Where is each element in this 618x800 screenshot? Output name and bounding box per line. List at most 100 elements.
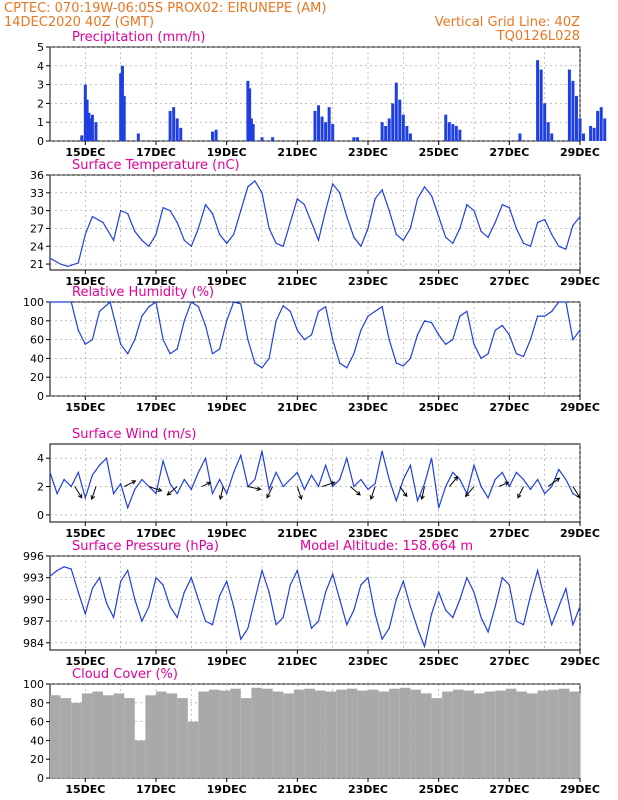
wind-point xyxy=(296,471,298,473)
humidity-point xyxy=(558,301,560,303)
temperature-point xyxy=(49,257,51,259)
humidity-point xyxy=(211,353,214,355)
precip-bar xyxy=(582,133,586,141)
wind-series-line xyxy=(49,450,581,510)
humidity-ytick-label: 60 xyxy=(30,334,44,347)
humidity-ytick-label: 40 xyxy=(30,352,44,365)
humidity-point xyxy=(77,329,79,331)
humidity-point xyxy=(508,334,510,336)
pressure-point xyxy=(155,577,157,579)
wind-point xyxy=(63,478,65,481)
wind-point xyxy=(155,493,157,495)
temperature-point xyxy=(289,221,291,224)
cloud-xtick-label: 15DEC xyxy=(65,783,105,796)
wind-point xyxy=(487,497,489,499)
pressure-xtick-label: 17DEC xyxy=(136,655,176,668)
pressure-series-line xyxy=(49,566,581,649)
wind-point xyxy=(219,478,221,481)
cloud-area-bar xyxy=(283,693,294,778)
precip-title: Precipitation (mm/h) xyxy=(72,30,205,45)
temperature-point xyxy=(247,186,249,188)
pressure-ytick-label: 984 xyxy=(23,637,44,650)
humidity-point xyxy=(325,306,327,308)
cloud-area-bar xyxy=(71,702,82,778)
precip-bar xyxy=(248,88,252,141)
pressure-point xyxy=(240,638,242,640)
wind-arrow-shaft xyxy=(350,486,361,496)
pressure-point xyxy=(473,591,475,593)
wind-xtick-label: 23DEC xyxy=(348,527,388,540)
wind-point xyxy=(303,488,305,490)
humidity-point xyxy=(204,324,207,327)
wind-arrow-shaft xyxy=(465,486,475,497)
precip-bar xyxy=(599,107,603,141)
pressure-point xyxy=(49,575,51,577)
humidity-point xyxy=(438,334,440,336)
precip-bar xyxy=(451,124,455,141)
temperature-point xyxy=(529,245,532,247)
temperature-point xyxy=(339,192,341,194)
humidity-ytick-label: 20 xyxy=(30,371,44,384)
wind-xtick-label: 19DEC xyxy=(207,527,247,540)
wind-point xyxy=(416,500,419,502)
temperature-xtick-label: 27DEC xyxy=(489,275,529,288)
temperature-xtick-label: 17DEC xyxy=(136,275,176,288)
precip-bar xyxy=(408,133,412,141)
wind-point xyxy=(98,464,101,466)
wind-point xyxy=(452,471,454,473)
cloud-area-bar xyxy=(431,698,443,778)
humidity-point xyxy=(254,362,256,364)
temperature-point xyxy=(537,221,539,224)
cloud-area-bar xyxy=(113,693,125,778)
temperature-point xyxy=(134,230,136,233)
pressure-point xyxy=(310,627,313,629)
pressure-annotation: Model Altitude: 158.664 m xyxy=(300,539,473,554)
precip-bar xyxy=(331,124,335,141)
precip-bar xyxy=(550,133,554,141)
pressure-point xyxy=(353,609,355,611)
humidity-point xyxy=(529,339,532,341)
cloud-area-bar xyxy=(537,690,549,778)
cloud-area-bar xyxy=(484,691,496,778)
pressure-point xyxy=(91,587,93,590)
wind-arrow-shaft xyxy=(572,486,581,499)
wind-arrow-shaft xyxy=(370,486,376,500)
humidity-point xyxy=(134,339,136,341)
temperature-point xyxy=(367,227,369,230)
pressure-point xyxy=(339,598,341,600)
pressure-point xyxy=(211,624,214,626)
cloud-area-bar xyxy=(50,695,61,778)
wind-arrow-head xyxy=(356,491,361,496)
wind-arrow-shaft xyxy=(448,476,459,487)
cloud-area-bar xyxy=(558,688,570,778)
wind-point xyxy=(522,478,525,481)
pressure-point xyxy=(303,598,305,600)
temperature-point xyxy=(91,215,93,218)
humidity-point xyxy=(452,339,454,341)
wind-point xyxy=(423,483,426,485)
precip-ytick-label: 4 xyxy=(37,60,44,73)
pressure-point xyxy=(254,598,256,600)
precip-bar xyxy=(398,99,402,141)
precip-bar xyxy=(447,122,451,141)
humidity-point xyxy=(374,310,376,312)
temperature-point xyxy=(240,210,242,212)
cloud-area-bar xyxy=(315,690,326,778)
wind-arrow-shaft xyxy=(321,481,335,488)
temperature-point xyxy=(176,221,178,224)
pressure-xtick-label: 21DEC xyxy=(277,655,317,668)
cloud-area-bar xyxy=(368,689,379,778)
cloud-area-bar xyxy=(92,691,103,778)
humidity-point xyxy=(226,320,228,322)
wind-xtick-label: 15DEC xyxy=(65,527,105,540)
temperature-point xyxy=(494,221,496,224)
pressure-point xyxy=(183,591,185,593)
temperature-point xyxy=(459,227,461,230)
precip-xtick-label: 27DEC xyxy=(489,146,529,159)
pressure-point xyxy=(452,616,454,619)
cloud-area-bar xyxy=(346,688,358,778)
wind-arrow-shaft xyxy=(296,486,303,500)
cloud-title: Cloud Cover (%) xyxy=(72,667,178,682)
pressure-point xyxy=(233,606,235,608)
temperature-point xyxy=(310,221,313,224)
